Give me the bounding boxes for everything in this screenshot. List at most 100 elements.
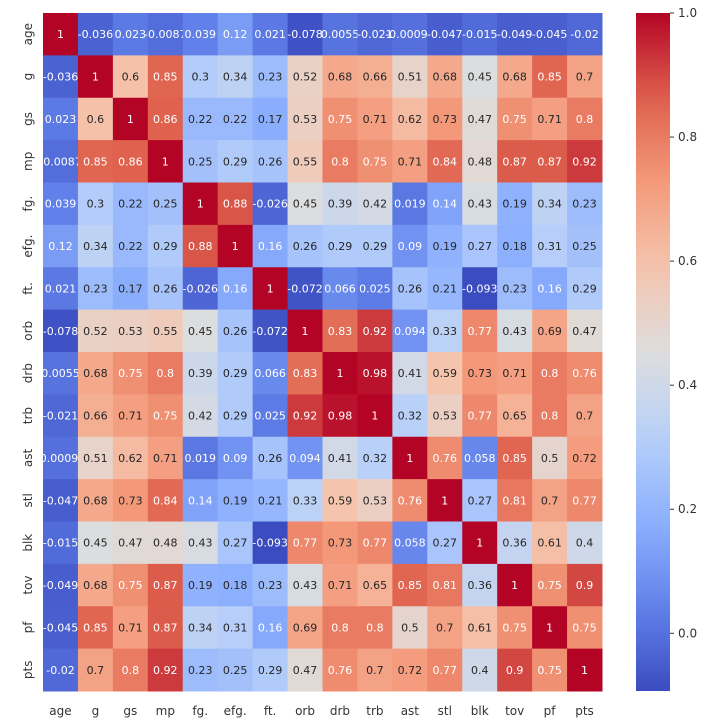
cell-annotation: 0.69	[293, 621, 318, 634]
heatmap-cell	[77, 394, 114, 438]
heatmap-cell	[77, 436, 114, 480]
heatmap-cell	[427, 267, 463, 311]
heatmap-cell	[497, 394, 533, 438]
cell-annotation: 0.53	[118, 325, 143, 338]
cell-annotation: 0.12	[223, 28, 248, 41]
heatmap-cell	[147, 224, 184, 268]
cell-annotation: 0.34	[223, 71, 248, 84]
heatmap-cell	[497, 479, 533, 522]
cell-annotation: 0.23	[188, 664, 213, 677]
cell-annotation: 0.8	[331, 621, 349, 634]
heatmap-cell	[322, 563, 358, 607]
y-tick-label: tov	[21, 575, 35, 594]
heatmap-cell	[252, 140, 289, 183]
cell-annotation: 0.23	[83, 282, 108, 295]
y-tick-label: efg.	[21, 235, 35, 258]
heatmap-cell	[217, 436, 254, 480]
heatmap-cell	[217, 352, 254, 395]
heatmap-cell	[357, 479, 393, 522]
cell-annotation: 0.75	[118, 579, 143, 592]
heatmap-cell	[77, 563, 114, 607]
x-tick-label: orb	[295, 704, 315, 718]
x-tick-label: mp	[156, 704, 175, 718]
heatmap-cell	[427, 13, 463, 56]
cell-annotation: 0.43	[502, 325, 527, 338]
cell-annotation: 0.43	[188, 537, 213, 550]
y-tick-label: trb	[21, 407, 35, 424]
heatmap-cell	[182, 97, 219, 141]
heatmap-cell	[497, 224, 533, 268]
heatmap-cell	[147, 352, 184, 395]
cell-annotation: 0.75	[537, 579, 562, 592]
cell-annotation: 0.45	[293, 198, 318, 211]
heatmap-cell	[112, 309, 149, 353]
heatmap-cell	[112, 648, 149, 692]
heatmap-cell	[252, 479, 289, 522]
heatmap-cell	[427, 309, 463, 353]
heatmap-cell	[462, 436, 498, 480]
heatmap-cell	[357, 267, 393, 311]
cell-annotation: 0.86	[153, 113, 178, 126]
heatmap-cell	[217, 97, 254, 141]
cell-annotation: 0.23	[258, 579, 283, 592]
heatmap-cell	[462, 97, 498, 141]
cell-annotation: 0.26	[398, 282, 423, 295]
cell-annotation: 0.62	[118, 452, 143, 465]
heatmap-cell	[43, 224, 79, 268]
heatmap-cell	[462, 55, 498, 99]
heatmap-cell	[287, 140, 323, 183]
heatmap-cell	[497, 606, 533, 650]
cell-annotation: -0.036	[78, 28, 113, 41]
heatmap-cell	[427, 606, 463, 650]
heatmap-cell	[497, 267, 533, 311]
cell-annotation: 1	[267, 282, 274, 295]
cell-annotation: 0.41	[398, 367, 423, 380]
heatmap-cell	[147, 140, 184, 183]
heatmap-cell	[182, 521, 219, 565]
cell-annotation: 0.39	[188, 367, 213, 380]
cell-annotation: 0.19	[502, 198, 527, 211]
colorbar-tick-label: 0.0	[678, 626, 697, 640]
cell-annotation: 0.34	[537, 198, 562, 211]
heatmap-cell	[462, 563, 498, 607]
heatmap-cell	[147, 55, 184, 99]
heatmap-cell	[77, 13, 114, 56]
cell-annotation: 0.71	[118, 410, 143, 423]
cell-annotation: 0.92	[293, 410, 318, 423]
cell-annotation: 1	[476, 537, 483, 550]
heatmap-cell	[392, 394, 428, 438]
heatmap-cell	[357, 309, 393, 353]
heatmap-cell	[462, 648, 498, 692]
colorbar-tick-label: 0.2	[678, 502, 697, 516]
heatmap-cell	[567, 606, 603, 650]
cell-annotation: 0.31	[223, 621, 248, 634]
heatmap-cell	[43, 97, 79, 141]
cell-annotation: 0.12	[48, 240, 73, 253]
cell-annotation: 0.77	[293, 537, 318, 550]
heatmap-cell	[43, 479, 79, 522]
cell-annotation: 0.34	[188, 621, 213, 634]
heatmap-cell	[182, 13, 219, 56]
heatmap-cell	[392, 55, 428, 99]
cell-annotation: 0.75	[118, 367, 143, 380]
cell-annotation: 0.68	[328, 71, 353, 84]
cell-annotation: 0.14	[188, 494, 213, 507]
heatmap-cell	[462, 182, 498, 226]
heatmap-cell	[357, 521, 393, 565]
heatmap-cell	[252, 224, 289, 268]
cell-annotation: 0.76	[433, 452, 458, 465]
cell-annotation: 0.52	[293, 71, 318, 84]
heatmap-cell	[77, 182, 114, 226]
heatmap-cell	[392, 13, 428, 56]
heatmap-cell	[147, 97, 184, 141]
cell-annotation: -0.072	[252, 325, 287, 338]
cell-annotation: 0.6	[87, 113, 105, 126]
heatmap-cell	[182, 394, 219, 438]
heatmap-cell	[322, 606, 358, 650]
heatmap-cell	[532, 224, 568, 268]
heatmap-cell	[322, 267, 358, 311]
x-tick-label: age	[49, 704, 71, 718]
heatmap-cell	[77, 267, 114, 311]
heatmap-cell	[532, 563, 568, 607]
